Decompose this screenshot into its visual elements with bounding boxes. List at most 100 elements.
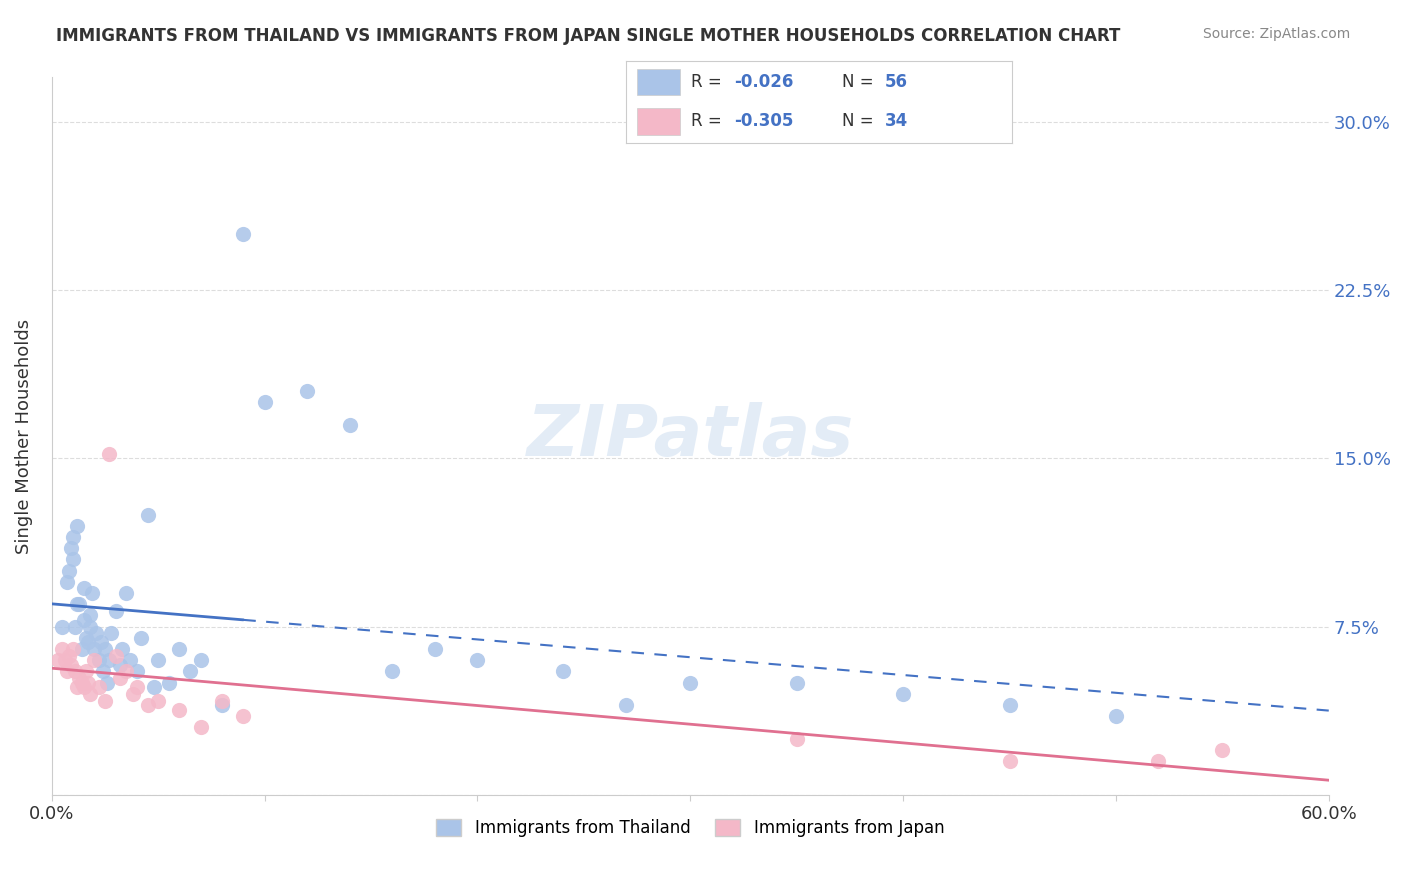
Text: N =: N = (842, 73, 879, 91)
Point (91, 665, 114, 679)
FancyBboxPatch shape (637, 69, 681, 95)
Point (73, 680, 96, 694)
Point (53, 653, 76, 667)
Point (423, 642, 446, 657)
Point (1147, 754, 1170, 768)
Text: -0.305: -0.305 (734, 112, 793, 130)
Point (108, 657, 131, 672)
Point (891, 687, 914, 701)
Point (179, 665, 201, 679)
Point (66, 597, 89, 611)
Point (96, 675, 118, 690)
Point (129, 631, 152, 645)
Text: R =: R = (692, 73, 727, 91)
Point (295, 384, 318, 399)
Point (190, 721, 212, 735)
Point (59, 657, 82, 672)
Point (146, 653, 169, 667)
Point (146, 693, 169, 707)
Point (73, 582, 96, 596)
Point (87, 653, 110, 667)
Point (46, 653, 69, 667)
Point (87, 680, 110, 694)
Point (63, 619, 86, 633)
Point (79, 608, 101, 623)
Point (339, 417, 361, 432)
Point (381, 665, 404, 679)
Point (786, 675, 808, 690)
Point (104, 604, 127, 618)
Point (77, 675, 100, 690)
Text: Source: ZipAtlas.com: Source: ZipAtlas.com (1202, 27, 1350, 41)
Point (1105, 709, 1128, 723)
Point (211, 698, 233, 712)
Point (79, 687, 101, 701)
Point (120, 653, 142, 667)
Point (157, 675, 180, 690)
Point (786, 731, 808, 746)
Point (58, 564, 80, 578)
Text: 34: 34 (884, 112, 908, 130)
Point (1211, 743, 1233, 757)
Point (90, 635, 112, 649)
Point (115, 665, 138, 679)
Point (94, 693, 117, 707)
Point (70, 642, 93, 657)
Point (125, 680, 148, 694)
Point (63, 665, 86, 679)
Point (551, 665, 574, 679)
Point (998, 698, 1021, 712)
Point (58, 648, 80, 663)
Point (83, 653, 105, 667)
Point (104, 648, 127, 663)
Point (136, 698, 159, 712)
Point (111, 642, 134, 657)
Legend: Immigrants from Thailand, Immigrants from Japan: Immigrants from Thailand, Immigrants fro… (430, 813, 950, 844)
Point (75, 665, 97, 679)
Text: 56: 56 (884, 73, 908, 91)
Point (62, 552, 84, 566)
Point (62, 642, 84, 657)
Point (190, 653, 212, 667)
Point (136, 508, 159, 522)
Point (59, 541, 82, 556)
Point (94, 642, 117, 657)
Point (82, 586, 104, 600)
Point (70, 675, 93, 690)
Text: R =: R = (692, 112, 727, 130)
Point (51, 642, 73, 657)
Point (253, 395, 276, 409)
Point (66, 680, 89, 694)
Text: N =: N = (842, 112, 879, 130)
Point (169, 702, 191, 716)
Point (115, 586, 138, 600)
Text: ZIPatlas: ZIPatlas (527, 401, 853, 471)
Point (67, 597, 90, 611)
Point (86, 626, 108, 640)
Point (169, 642, 191, 657)
Point (66, 518, 89, 533)
Point (467, 653, 489, 667)
Point (51, 619, 73, 633)
Point (679, 675, 702, 690)
Point (77, 635, 100, 649)
Point (121, 687, 143, 701)
Point (62, 530, 84, 544)
Text: -0.026: -0.026 (734, 73, 793, 91)
Point (211, 693, 233, 707)
Point (55, 665, 77, 679)
Point (73, 613, 96, 627)
Point (142, 680, 165, 694)
Point (79, 619, 101, 633)
Point (55, 574, 77, 589)
Point (83, 642, 105, 657)
Y-axis label: Single Mother Households: Single Mother Households (15, 318, 32, 554)
Point (232, 227, 254, 242)
Point (75, 631, 97, 645)
Point (100, 626, 122, 640)
Point (67, 671, 90, 685)
Point (998, 754, 1021, 768)
Text: IMMIGRANTS FROM THAILAND VS IMMIGRANTS FROM JAPAN SINGLE MOTHER HOUSEHOLDS CORRE: IMMIGRANTS FROM THAILAND VS IMMIGRANTS F… (56, 27, 1121, 45)
FancyBboxPatch shape (637, 108, 681, 135)
Point (98, 447, 121, 461)
